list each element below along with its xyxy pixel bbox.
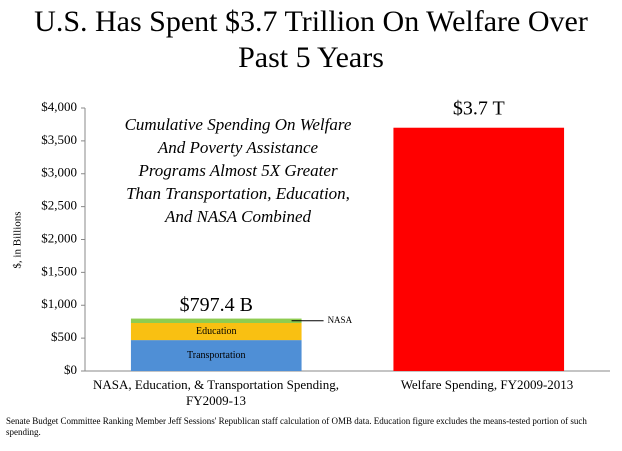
y-tick-label: $0 (64, 362, 77, 377)
y-tick-label: $4,000 (41, 99, 77, 114)
bar-segment (130, 340, 302, 371)
total-label: $797.4 B (180, 294, 253, 316)
bar-segment (393, 127, 565, 371)
y-tick-label: $1,500 (41, 263, 77, 278)
x-tick-label: NASA, Education, & Transportation Spendi… (93, 377, 339, 408)
y-tick-label: $500 (51, 329, 77, 344)
x-tick-label: Welfare Spending, FY2009-2013 (400, 377, 574, 392)
value-label: $3.7 T (453, 97, 505, 119)
annotation: Programs Almost 5X Greater (137, 161, 338, 180)
annotation: And NASA Combined (164, 207, 312, 226)
bar-segment (130, 323, 302, 341)
segment-label: Education (196, 326, 237, 337)
bar-segment (130, 318, 302, 324)
annotation: And Poverty Assistance (157, 138, 319, 157)
chart-title: U.S. Has Spent $3.7 Trillion On Welfare … (34, 5, 588, 74)
y-tick-label: $1,000 (41, 296, 77, 311)
y-tick-label: $2,500 (41, 198, 77, 213)
footnote: Senate Budget Committee Ranking Member J… (6, 416, 587, 437)
y-axis-label: $, in Billions (12, 211, 24, 268)
segment-label: NASA (328, 315, 353, 325)
segment-label: Transportation (187, 350, 246, 361)
y-tick-label: $3,500 (41, 132, 77, 147)
y-tick-label: $2,000 (41, 230, 77, 245)
annotation: Cumulative Spending On Welfare (125, 115, 352, 134)
annotation: Than Transportation, Education, (126, 184, 350, 203)
y-tick-label: $3,000 (41, 165, 77, 180)
